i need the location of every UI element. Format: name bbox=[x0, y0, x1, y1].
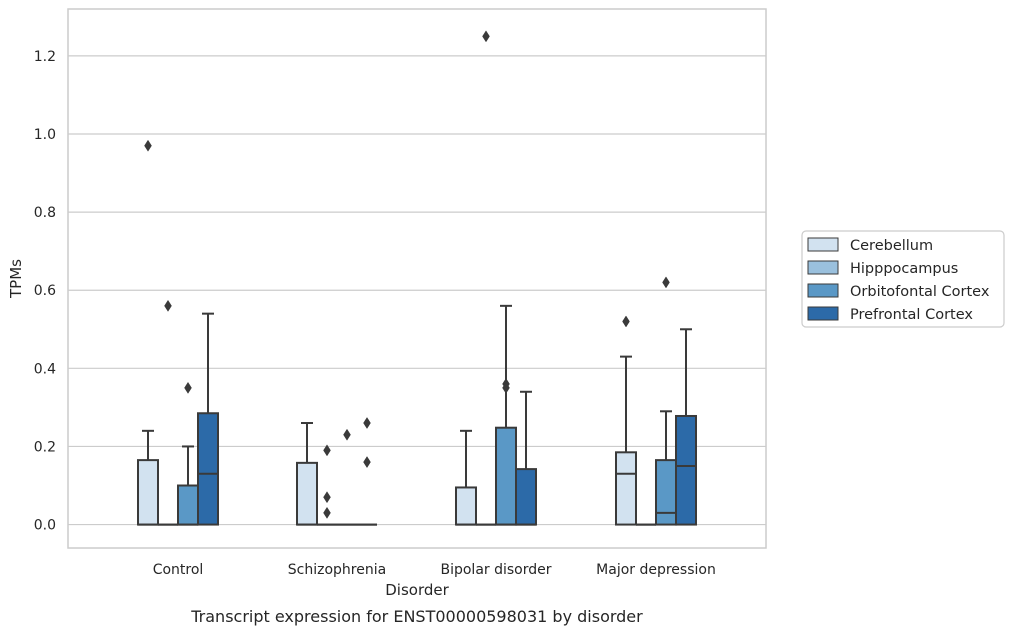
legend-box bbox=[801, 230, 1005, 328]
y-tick-label: 1.0 bbox=[34, 127, 56, 143]
box-body bbox=[655, 459, 677, 526]
legend-label: Prefrontal Cortex bbox=[850, 307, 973, 323]
outlier-point bbox=[184, 381, 192, 394]
legend-swatch bbox=[807, 237, 839, 252]
box-body bbox=[137, 459, 159, 526]
outlier-point bbox=[323, 506, 331, 519]
legend-label: Orbitofontal Cortex bbox=[850, 284, 990, 300]
x-tick-label: Major depression bbox=[596, 562, 716, 578]
x-tick-label: Control bbox=[153, 562, 204, 578]
outlier-point bbox=[363, 456, 371, 469]
plot-area bbox=[68, 9, 766, 548]
legend-label: Cerebellum bbox=[850, 238, 933, 254]
x-tick-label: Bipolar disorder bbox=[440, 562, 551, 578]
legend-swatch bbox=[807, 283, 839, 298]
legend-swatch bbox=[807, 306, 839, 321]
outlier-point bbox=[164, 299, 172, 312]
outlier-point bbox=[323, 491, 331, 504]
outlier-point bbox=[662, 276, 670, 289]
y-tick-label: 1.2 bbox=[34, 49, 56, 65]
outlier-point bbox=[323, 444, 331, 457]
outlier-point bbox=[343, 428, 351, 441]
box-body bbox=[296, 461, 318, 526]
outlier-point bbox=[622, 315, 630, 328]
box-body bbox=[455, 486, 477, 526]
box-body bbox=[615, 451, 637, 526]
y-tick-label: 0.0 bbox=[34, 518, 56, 534]
box-body bbox=[177, 484, 199, 526]
box-body bbox=[495, 426, 517, 526]
outlier-point bbox=[482, 30, 490, 43]
outlier-point bbox=[144, 139, 152, 152]
legend-label: Hipppocampus bbox=[850, 261, 958, 277]
box-body bbox=[675, 414, 697, 526]
y-tick-label: 0.6 bbox=[34, 283, 56, 299]
plot-frame bbox=[67, 8, 767, 549]
y-tick-label: 0.4 bbox=[34, 361, 56, 377]
y-tick-label: 0.8 bbox=[34, 205, 56, 221]
y-tick-label: 0.2 bbox=[34, 439, 56, 455]
outlier-point bbox=[502, 381, 510, 394]
chart-caption: Transcript expression for ENST0000059803… bbox=[190, 607, 643, 626]
x-axis-label: Disorder bbox=[385, 581, 449, 599]
outlier-point bbox=[363, 417, 371, 429]
legend-swatch bbox=[807, 260, 839, 275]
y-axis-label: TPMs bbox=[7, 259, 25, 299]
box-body bbox=[197, 412, 219, 526]
x-tick-label: Schizophrenia bbox=[288, 562, 386, 578]
box-body bbox=[515, 468, 537, 526]
